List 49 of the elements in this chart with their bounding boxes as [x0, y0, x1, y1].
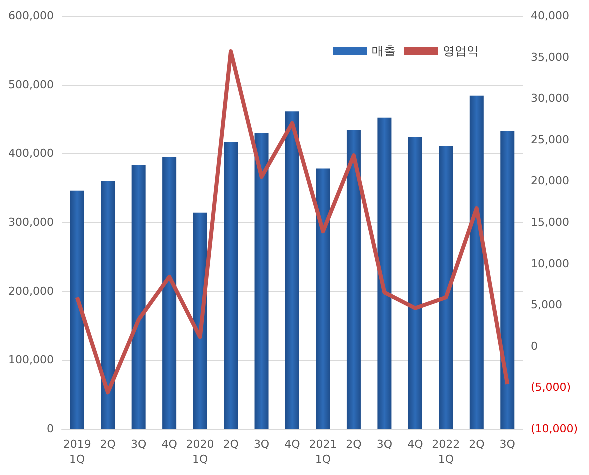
x-tick-label: 4Q: [284, 438, 301, 451]
legend-label: 매출: [372, 44, 396, 58]
bar: [162, 157, 177, 429]
bar: [132, 165, 146, 429]
y-tick-label: 200,000: [8, 284, 54, 298]
y2-tick-label: 20,000: [531, 174, 570, 188]
bar: [70, 190, 84, 429]
x-tick-label: 3Q: [500, 438, 516, 451]
y2-tick-label: 25,000: [531, 133, 570, 146]
y2-tick-label: 10,000: [531, 257, 570, 270]
y2-tick-label: 15,000: [531, 216, 570, 229]
x-tick-label: 2019 1Q: [63, 438, 92, 466]
x-tick-label: 3Q: [130, 438, 147, 451]
bar: [101, 181, 116, 429]
x-tick-label: 2021 1Q: [309, 438, 338, 466]
y2-tick-label: 5,000: [531, 298, 562, 312]
legend-label: 영업익: [443, 44, 479, 58]
y2-tick-label: 35,000: [531, 50, 570, 64]
x-tick-label: 2Q: [100, 438, 116, 451]
x-tick-label: 2Q: [469, 438, 486, 451]
x-tick-label: 3Q: [376, 438, 393, 451]
bar: [254, 133, 269, 429]
y-tick-label: 0: [47, 422, 54, 436]
y-tick-label: 300,000: [8, 216, 54, 229]
bar: [408, 137, 422, 429]
bar: [286, 112, 300, 429]
x-tick-label: 2Q: [346, 438, 362, 451]
y2-tick-label: 40,000: [531, 10, 570, 22]
bar: [346, 130, 361, 429]
bar: [316, 168, 330, 429]
y2-tick-label: 0: [531, 340, 538, 353]
bar: [224, 142, 238, 429]
bar: [439, 146, 454, 429]
y-tick-label: 400,000: [8, 147, 54, 160]
y-tick-label: 600,000: [8, 10, 54, 22]
x-tick-label: 2022 1Q: [432, 438, 460, 466]
x-tick-label: 2Q: [223, 438, 240, 451]
y2-tick-label: 30,000: [531, 92, 570, 106]
x-tick-label: 4Q: [408, 438, 424, 451]
y2-tick-label: (10,000): [531, 422, 578, 436]
bar: [378, 118, 392, 429]
x-tick-label: 2020 1Q: [186, 438, 214, 466]
y-tick-label: 100,000: [8, 354, 54, 367]
bar: [470, 96, 484, 429]
x-tick-label: 3Q: [254, 438, 270, 451]
y-tick-label: 500,000: [8, 78, 54, 92]
y2-tick-label: (5,000): [531, 381, 572, 394]
bar: [500, 130, 515, 429]
x-tick-label: 4Q: [162, 438, 178, 451]
